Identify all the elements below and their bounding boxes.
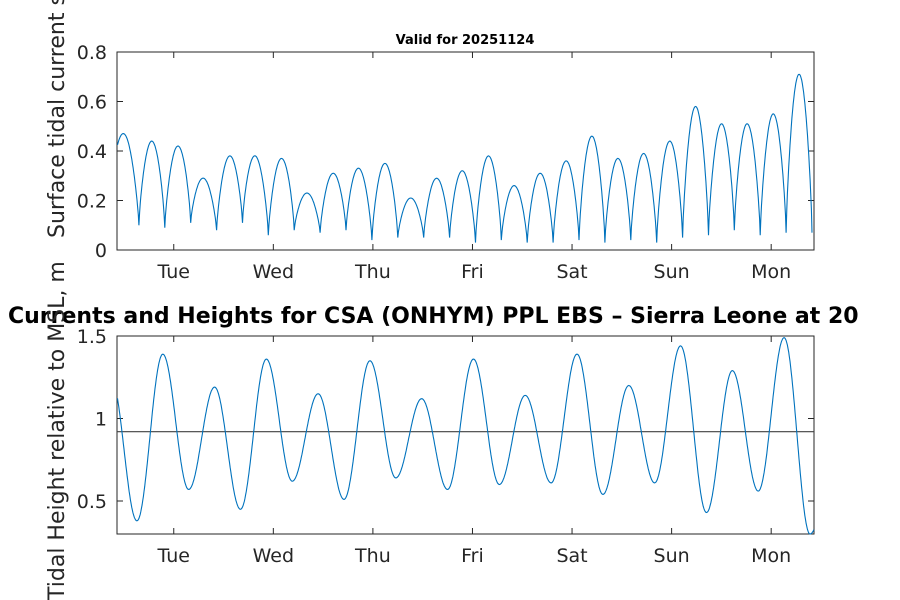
current-speed-y-tick-label: 0.2 [77, 191, 107, 213]
tidal-height-series-line [116, 336, 815, 535]
current-speed-x-ticks: Tue Wed Thu Fri Sat Sun Mon [157, 52, 791, 283]
current-speed-x-tick-label: Fri [461, 261, 484, 283]
current-speed-y-tick-label: 0.4 [77, 141, 107, 163]
current-speed-x-tick-label: Wed [253, 261, 294, 283]
tidal-height-axes-box [116, 335, 815, 535]
current-speed-y-tick-label: 0 [95, 240, 107, 262]
tidal-height-x-tick-label: Mon [751, 545, 791, 567]
current-speed-chart-title: Valid for 20251124 [396, 33, 535, 48]
current-speed-axes-box [116, 51, 815, 251]
tidal-height-y-tick-label: 0.5 [77, 491, 107, 513]
tidal-height-x-tick-label: Tue [157, 545, 190, 567]
tidal-height-y-tick-label: 1 [95, 409, 107, 431]
current-speed-y-tick-label: 0.6 [77, 92, 107, 114]
current-speed-x-tick-label: Mon [751, 261, 791, 283]
tidal-height-y-axis-label: Tidal Height relative to MSL, m [45, 261, 70, 600]
tidal-height-chart: 0.5 1 1.5 Tue Wed Thu Fri Sat Sun Mon Currents a… [8, 261, 859, 600]
current-speed-x-tick-label: Sat [556, 261, 587, 283]
current-speed-series-line [116, 73, 813, 243]
tidal-height-x-tick-label: Thu [354, 545, 391, 567]
tidal-height-chart-title: Currents and Heights for CSA (ONHYM) PPL… [8, 304, 859, 329]
current-speed-x-tick-label: Sun [654, 261, 690, 283]
tidal-height-y-tick-label: 1.5 [77, 326, 107, 348]
current-speed-x-tick-label: Tue [157, 261, 190, 283]
tidal-height-x-tick-label: Fri [461, 545, 484, 567]
current-speed-y-tick-label: 0.8 [77, 42, 107, 64]
current-speed-y-ticks: 0 0.2 0.4 0.6 0.8 [77, 42, 814, 262]
tidal-height-x-tick-label: Wed [253, 545, 294, 567]
current-speed-x-tick-label: Thu [354, 261, 391, 283]
tidal-height-x-tick-label: Sat [556, 545, 587, 567]
current-speed-chart: 0 0.2 0.4 0.6 0.8 Tue Wed Thu Fri Sat Sun Mon Vali… [45, 0, 815, 283]
tidal-height-x-tick-label: Sun [654, 545, 690, 567]
current-speed-y-axis-label: Surface tidal current speed, kn [45, 0, 70, 238]
tidal-height-y-ticks: 0.5 1 1.5 [77, 326, 814, 513]
tidal-height-x-ticks: Tue Wed Thu Fri Sat Sun Mon [157, 336, 791, 567]
